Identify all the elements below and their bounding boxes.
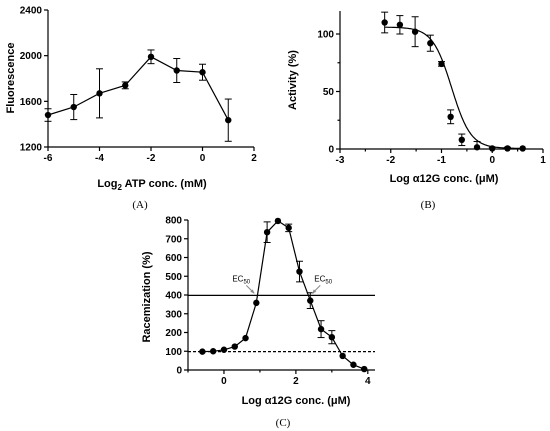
chart-c-data-point [296,268,303,275]
chart-c-data-point [263,228,271,236]
chart-c-data-point [361,365,368,373]
chart-c-ec50-subscript: 50 [243,279,250,285]
chart-a-y-tick-label: 1600 [20,97,43,108]
chart-c-data-point [339,352,346,360]
chart-c-series-line [202,220,365,370]
chart-b-y-tick-label: 100 [317,30,334,41]
chart-a-y-tick-label: 1200 [20,143,43,154]
chart-c-y-tick-label: 400 [165,291,182,302]
chart-a-data-point [225,116,232,124]
chart-a-y-tick-label: 2000 [20,51,43,62]
chart-c-data-point [253,299,260,307]
chart-c-panel-label: (C) [276,417,291,429]
chart-c-y-tick-label: 300 [165,309,182,320]
chart-c-ec50-text: EC [232,274,243,283]
chart-b-x-tick-label: -1 [437,155,446,166]
chart-c-x-tick-label: 4 [365,376,371,387]
chart-c-ec50-subscript: 50 [325,279,332,285]
chart-b-data-point [396,21,404,28]
chart-b: Activity (%) Log α12G conc. (μM) (B) -3 -… [287,11,546,211]
chart-b-data-point [438,60,445,68]
chart-c-ec50-label: EC50 [232,274,250,285]
chart-a-x-label-sub: 2 [117,183,122,192]
chart-a-x-tick-label: 2 [251,153,257,164]
chart-b-data-point [411,28,419,35]
chart-a-data-point [147,53,155,61]
chart-a-x-tick-label: -6 [44,153,53,164]
chart-b-data-point [519,145,526,152]
chart-b-x-axis-label: Log α12G conc. (μM) [390,173,499,185]
chart-b-y-tick-label: 0 [328,145,334,156]
chart-c-y-axis-label: Racemization (%) [141,251,153,342]
chart-a-data-point [173,67,180,74]
chart-b-x-tick-label: -3 [336,155,345,166]
chart-c-y-tick-label: 200 [165,328,182,339]
chart-b-x-tick-label: 1 [540,155,546,166]
chart-a-x-tick-label: -4 [95,153,104,164]
chart-c-x-tick-label: 2 [293,376,299,387]
chart-c-data-point [231,343,238,350]
chart-c-data-point [307,297,314,304]
chart-a: Fluorescence Log2 ATP conc. (mM) (A) -6-… [5,6,257,212]
chart-b-y-tick-label: 50 [323,87,335,98]
chart-b-y-axis-label: Activity (%) [287,50,299,110]
chart-b-data-point [427,40,434,47]
chart-c-x-tick-label: 0 [221,376,227,387]
chart-a-data-point [96,90,103,97]
chart-b-panel-label: (B) [421,199,436,211]
chart-c-ec50-arrowhead [312,289,317,294]
chart-c-ec50-text: EC [314,274,325,283]
chart-a-x-label-rest: ATP conc. (mM) [122,178,207,190]
chart-a-y-axis-label: Fluorescence [5,43,17,114]
chart-a-y-tick-label: 2400 [20,6,43,17]
chart-c-ec50-label: EC50 [314,274,332,285]
chart-c-y-tick-label: 800 [165,216,182,227]
chart-c-data-point [350,361,357,368]
chart-b-data-point [473,144,481,151]
chart-c-y-tick-label: 100 [165,347,182,358]
chart-a-data-point [122,82,129,89]
chart-a-panel-label: (A) [132,199,148,211]
chart-c-data-point [242,334,249,342]
chart-c-x-axis-label: Log α12G conc. (μM) [242,395,351,407]
chart-c-y-tick-label: 600 [165,253,182,264]
chart-a-x-tick-label: 0 [200,153,206,164]
chart-c-data-point [199,348,206,355]
chart-c-data-point [274,217,282,225]
chart-b-data-point [458,136,465,143]
chart-b-data-point [504,145,511,152]
chart-b-fit-curve [384,26,523,149]
chart-c-data-point [209,348,217,355]
chart-a-data-point [44,111,52,119]
chart-c-ec50-arrowhead [250,289,255,294]
chart-c: Racemization (%) Log α12G conc. (μM) (C)… [141,216,375,429]
chart-b-x-tick-label: -2 [386,155,395,166]
chart-a-data-point [199,69,206,76]
chart-b-data-point [447,113,454,121]
chart-b-data-point [489,145,496,152]
chart-c-data-point [328,333,336,341]
chart-c-y-tick-label: 0 [176,366,182,377]
chart-a-x-axis-label: Log2 ATP conc. (mM) [97,178,207,192]
chart-c-data-point [285,224,292,232]
chart-a-x-tick-label: -2 [147,153,156,164]
chart-c-y-tick-label: 700 [165,234,182,245]
chart-a-series-line [47,56,229,121]
chart-c-y-tick-label: 500 [165,272,182,283]
chart-a-x-label-main: Log [97,178,117,190]
chart-c-data-point [317,325,325,333]
chart-a-data-point [70,103,77,111]
chart-c-data-point [220,346,228,353]
chart-b-data-point [381,19,388,26]
chart-b-x-tick-label: 0 [489,155,495,166]
